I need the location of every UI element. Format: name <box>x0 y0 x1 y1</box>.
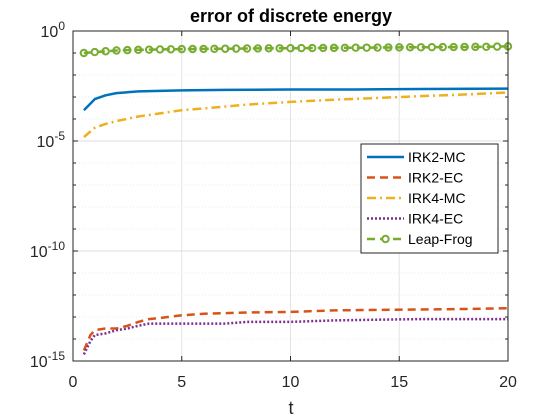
data-point <box>253 44 263 53</box>
series-line <box>83 87 509 112</box>
data-point <box>362 43 371 52</box>
legend: IRK2-MC IRK2-EC IRK4-MC IRK4-EC Leap-Frog <box>360 143 499 254</box>
data-point <box>482 42 491 51</box>
data-point <box>155 45 165 54</box>
data-point <box>231 44 241 53</box>
data-point <box>395 43 404 52</box>
y-tick-label: 10-10 <box>30 239 65 261</box>
axes: 0 5 10 15 20 10-15 10-10 10-5 100 <box>30 19 517 391</box>
data-point <box>318 43 328 53</box>
data-point <box>144 45 154 54</box>
x-axis-title: t <box>288 398 293 418</box>
data-point <box>286 44 295 53</box>
data-point <box>416 43 426 52</box>
data-point <box>199 44 208 54</box>
series-line <box>82 317 508 355</box>
data-point <box>460 42 469 52</box>
data-point <box>188 44 197 54</box>
y-tick-label: 10-15 <box>30 349 65 371</box>
data-point <box>471 42 480 52</box>
data-point <box>275 44 284 53</box>
data-point <box>438 42 447 52</box>
y-tick-label: 10-5 <box>37 129 66 151</box>
data-point <box>90 47 99 57</box>
legend-marker <box>381 234 390 244</box>
data-point <box>373 43 382 52</box>
x-tick-label: 5 <box>177 374 186 391</box>
series-line <box>83 91 509 139</box>
data-point <box>221 44 230 53</box>
data-point <box>166 45 176 54</box>
data-point <box>101 47 110 56</box>
data-point <box>351 43 360 52</box>
data-point <box>427 42 437 52</box>
data-point <box>242 44 252 53</box>
data-point <box>340 43 350 53</box>
data-point <box>384 43 393 52</box>
legend-label: IRK2-EC <box>408 170 463 186</box>
legend-label: Leap-Frog <box>408 231 473 247</box>
legend-label: IRK2-MC <box>408 149 466 165</box>
legend-label: IRK4-EC <box>408 211 463 227</box>
legend-label: IRK4-MC <box>408 190 466 206</box>
data-point <box>123 45 132 55</box>
legend-box <box>360 143 499 254</box>
data-point <box>264 44 273 53</box>
data-point <box>210 44 219 54</box>
data-point <box>112 46 121 55</box>
y-tick-label: 100 <box>41 19 66 41</box>
data-point <box>308 43 317 53</box>
chart-title: error of discrete energy <box>190 6 392 26</box>
data-point <box>492 42 502 51</box>
x-tick-label: 20 <box>499 374 517 391</box>
data-point <box>405 43 415 52</box>
data-point <box>177 44 186 54</box>
data-point <box>79 48 89 58</box>
series-line <box>82 306 509 351</box>
data-point <box>329 43 339 53</box>
data-point <box>134 45 143 54</box>
x-tick-label: 0 <box>69 374 78 391</box>
series-layer <box>79 42 513 355</box>
series-line <box>83 45 509 55</box>
x-tick-label: 10 <box>282 374 300 391</box>
data-point <box>449 42 458 52</box>
data-point <box>297 43 306 53</box>
x-tick-label: 15 <box>390 374 408 391</box>
